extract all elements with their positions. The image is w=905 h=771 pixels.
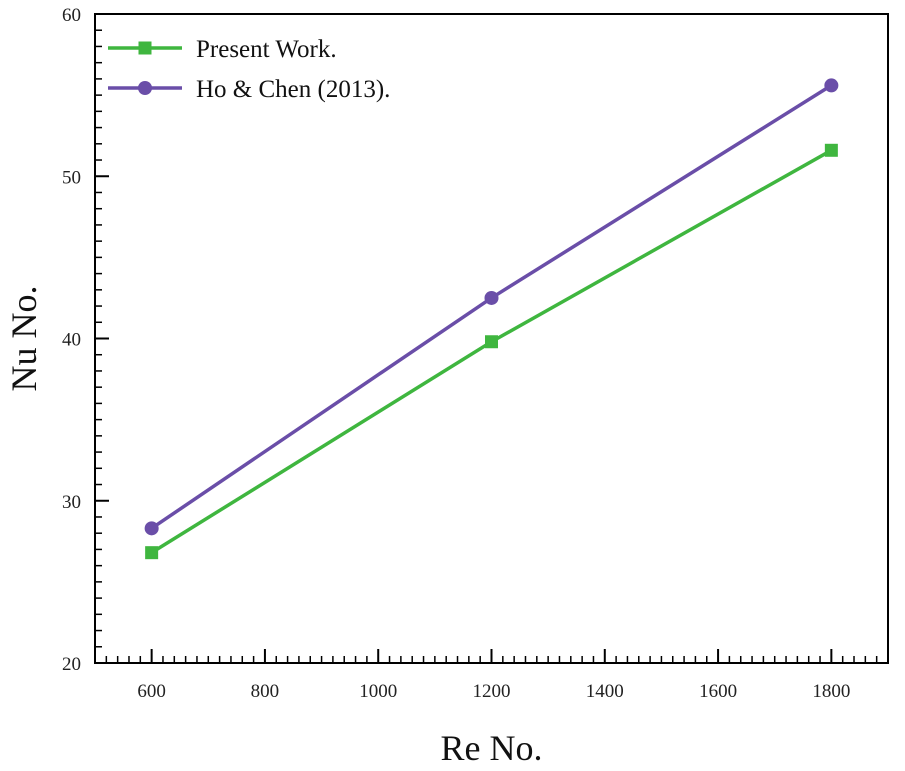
x-axis-title: Re No. — [441, 728, 543, 768]
x-tick-label: 800 — [251, 681, 280, 702]
x-tick-label: 1200 — [473, 681, 511, 702]
legend: Present Work. Ho & Chen (2013). — [108, 36, 390, 103]
minor-ticks — [94, 13, 889, 664]
y-axis-title: Nu No. — [4, 286, 44, 392]
y-tick-label: 40 — [62, 330, 81, 351]
legend-marker — [138, 81, 152, 95]
data-point — [144, 521, 159, 536]
y-tick-label: 20 — [62, 654, 81, 675]
y-tick-label: 60 — [62, 5, 81, 26]
series-1 — [144, 78, 839, 536]
x-axis-ticks: 600 800 1000 1200 1400 1600 1800 — [137, 681, 850, 702]
x-tick-label: 1000 — [359, 681, 397, 702]
legend-label: Ho & Chen (2013). — [196, 76, 390, 103]
legend-item: Ho & Chen (2013). — [108, 76, 390, 103]
y-tick-label: 50 — [62, 167, 81, 188]
legend-item: Present Work. — [108, 36, 337, 63]
x-tick-label: 1400 — [586, 681, 624, 702]
data-point — [824, 143, 838, 157]
y-tick-label: 30 — [62, 492, 81, 513]
series-line — [150, 83, 833, 530]
x-tick-label: 1800 — [812, 681, 850, 702]
x-tick-label: 1600 — [699, 681, 737, 702]
data-point — [484, 290, 499, 305]
legend-marker — [138, 41, 152, 55]
series-0 — [145, 143, 838, 560]
y-axis-ticks: 20 30 40 50 60 — [62, 5, 81, 675]
x-tick-label: 600 — [137, 681, 166, 702]
series-layer — [144, 78, 839, 560]
legend-label: Present Work. — [196, 36, 337, 63]
data-point — [485, 335, 498, 349]
data-point — [824, 78, 839, 93]
data-point — [145, 546, 159, 560]
series-line — [150, 148, 833, 555]
